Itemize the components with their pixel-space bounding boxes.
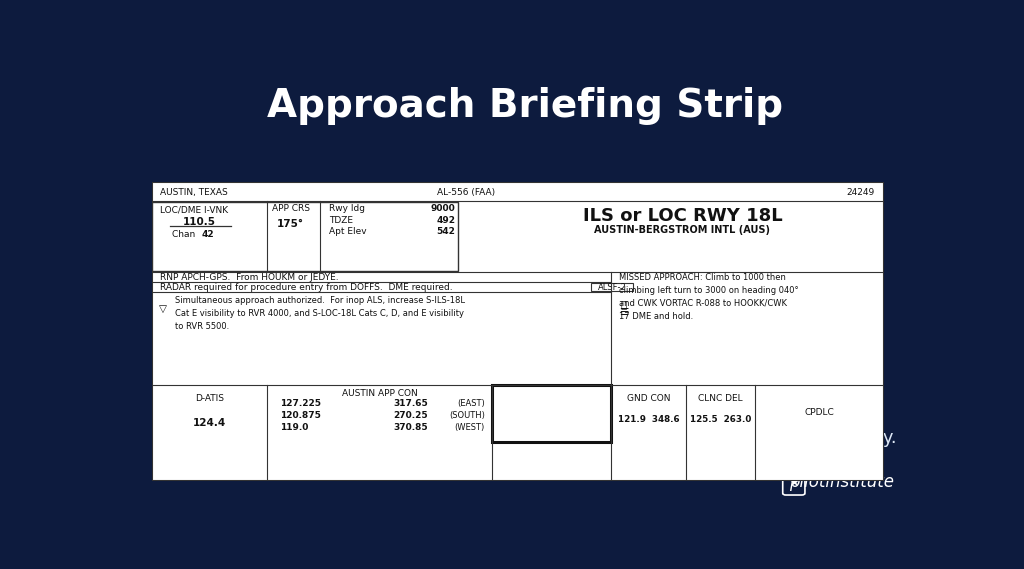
FancyBboxPatch shape: [246, 208, 813, 439]
Text: RNP APCH-GPS.  From HOUKM or JEDYE.: RNP APCH-GPS. From HOUKM or JEDYE.: [161, 273, 339, 282]
Text: APP CRS: APP CRS: [271, 204, 309, 213]
Text: Verify the correct approach chart by checking its: Verify the correct approach chart by che…: [357, 373, 803, 390]
Text: briefing strip: briefing strip: [484, 401, 617, 419]
Text: 124.4: 124.4: [193, 418, 226, 427]
Text: AL-556 (FAA): AL-556 (FAA): [437, 188, 496, 197]
Text: AUSTIN, TEXAS: AUSTIN, TEXAS: [161, 188, 228, 197]
Text: name: name: [627, 373, 683, 390]
Text: 9000: 9000: [431, 204, 456, 213]
FancyBboxPatch shape: [153, 202, 459, 271]
Text: Rwy ldg: Rwy ldg: [329, 204, 365, 213]
Text: Ⓐ: Ⓐ: [621, 299, 627, 310]
Text: validity period: validity period: [359, 401, 506, 419]
FancyBboxPatch shape: [492, 385, 611, 442]
Text: 120.875: 120.875: [280, 411, 321, 420]
Text: 270.25: 270.25: [393, 411, 428, 420]
Text: Key NAVAID info is also listed for quick reference.: Key NAVAID info is also listed for quick…: [387, 458, 833, 476]
Text: CLNC DEL: CLNC DEL: [698, 394, 742, 403]
Text: 125.5  263.0: 125.5 263.0: [690, 415, 752, 424]
Text: type: type: [663, 373, 708, 390]
Text: RADAR required for procedure entry from DOFFS.  DME required.: RADAR required for procedure entry from …: [161, 283, 453, 292]
Text: ★: ★: [788, 476, 800, 489]
Text: ,: ,: [687, 373, 693, 390]
Text: D-ATIS: D-ATIS: [195, 394, 224, 403]
Text: 42: 42: [202, 229, 214, 238]
Text: landing distance, and airport elevation to ensure suitability.: landing distance, and airport elevation …: [357, 430, 896, 447]
Text: (SOUTH): (SOUTH): [449, 411, 484, 420]
Text: and: and: [338, 401, 378, 419]
Text: 127.225: 127.225: [280, 399, 321, 408]
Text: MISSED APPROACH: Climb to 1000 then
climbing left turn to 3000 on heading 040°
a: MISSED APPROACH: Climb to 1000 then clim…: [618, 273, 799, 321]
Text: Apt Elev: Apt Elev: [329, 226, 367, 236]
Text: (WEST): (WEST): [455, 423, 484, 432]
Text: Approach Briefing Strip: Approach Briefing Strip: [266, 86, 783, 125]
Text: AUSTIN APP CON: AUSTIN APP CON: [342, 389, 418, 398]
Text: Chan: Chan: [172, 229, 199, 238]
Text: ,: ,: [651, 373, 664, 390]
Text: AUSTIN-BERGSTROM INTL (AUS): AUSTIN-BERGSTROM INTL (AUS): [594, 225, 770, 235]
Text: 119.0: 119.0: [280, 423, 308, 432]
Text: provides approach course,: provides approach course,: [571, 401, 816, 419]
FancyBboxPatch shape: [152, 182, 884, 481]
Text: 110.5: 110.5: [182, 217, 216, 226]
Text: . The: . The: [453, 401, 503, 419]
Text: ALSF-2: ALSF-2: [598, 283, 627, 292]
Text: 542: 542: [436, 226, 456, 236]
Text: 24249: 24249: [847, 188, 874, 197]
Text: GND CON: GND CON: [627, 394, 671, 403]
Text: LOC/DME I-VNK: LOC/DME I-VNK: [161, 205, 228, 214]
Text: 175°: 175°: [278, 220, 304, 229]
Text: 121.9  348.6: 121.9 348.6: [617, 415, 680, 424]
Text: AUSTIN TOWER: AUSTIN TOWER: [517, 393, 587, 402]
Text: pilotinstitute: pilotinstitute: [788, 473, 894, 491]
Text: 492: 492: [436, 216, 456, 225]
Text: 121.0  281.5: 121.0 281.5: [515, 413, 589, 423]
Text: ILS or LOC RWY 18L: ILS or LOC RWY 18L: [583, 207, 782, 225]
Text: (EAST): (EAST): [457, 399, 484, 408]
Text: 370.85: 370.85: [393, 423, 428, 432]
Text: ▽: ▽: [160, 304, 167, 314]
Text: ☰: ☰: [620, 307, 629, 317]
Text: TDZE: TDZE: [329, 216, 352, 225]
FancyBboxPatch shape: [591, 283, 633, 291]
Text: Simultaneous approach authorized.  For inop ALS, increase S-ILS-18L
Cat E visibi: Simultaneous approach authorized. For in…: [175, 296, 465, 331]
Text: CPDLC: CPDLC: [805, 407, 835, 417]
Text: 317.65: 317.65: [393, 399, 428, 408]
